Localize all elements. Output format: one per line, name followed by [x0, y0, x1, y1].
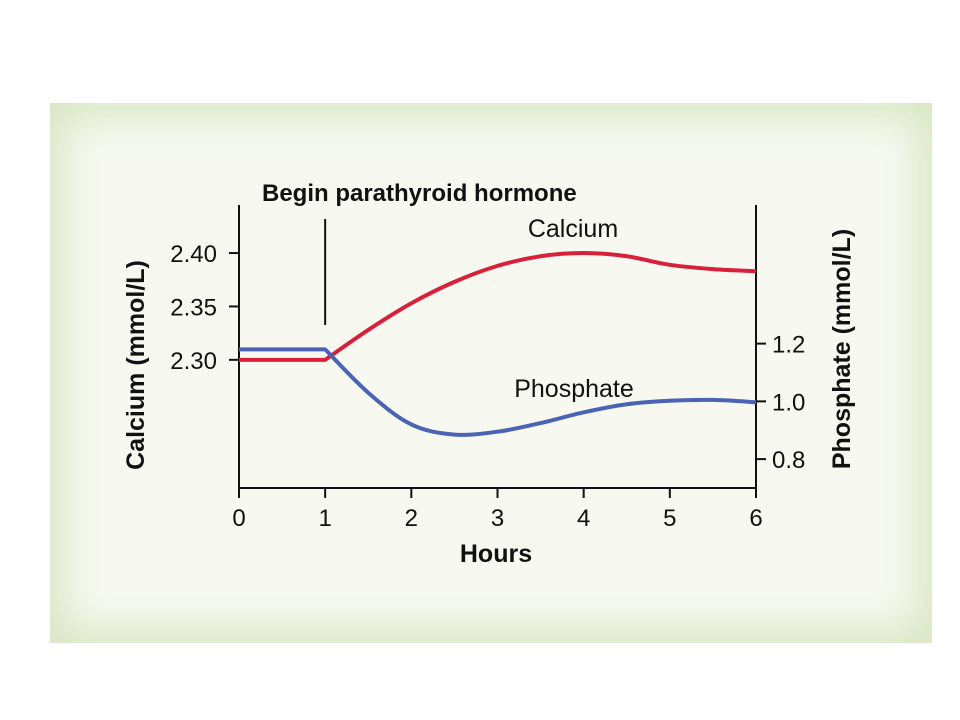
- x-tick-label: 5: [663, 505, 676, 532]
- annotation-label: Begin parathyroid hormone: [262, 180, 577, 207]
- series-label-calcium: Calcium: [528, 215, 618, 243]
- series-line-calcium: [239, 251, 757, 362]
- labels-layer: Begin parathyroid hormone Hours Calcium …: [122, 180, 856, 568]
- x-axis-label: Hours: [460, 540, 532, 568]
- y-axis-label-left: Calcium (mmol/L): [122, 260, 150, 470]
- x-tick-label: 6: [749, 505, 762, 532]
- x-tick-label: 2: [405, 505, 418, 532]
- y-right-tick-label: 0.8: [772, 447, 805, 474]
- series-layer: [239, 251, 757, 437]
- x-tick-label: 1: [318, 505, 331, 532]
- y-right-tick-label: 1.0: [772, 389, 805, 416]
- series-label-phosphate: Phosphate: [514, 375, 634, 403]
- line-chart: 0 1 2 3 4 5 6 2.40 2.35 2.30 1.2 1.0 0.8 Begin parat…: [122, 180, 856, 568]
- axes: 0 1 2 3 4 5 6 2.40 2.35 2.30 1.2 1.0 0.8: [170, 205, 805, 532]
- y-axis-label-right: Phosphate (mmol/L): [828, 229, 856, 469]
- y-right-tick-label: 1.2: [772, 332, 805, 359]
- y-left-tick-label: 2.35: [170, 294, 217, 321]
- y-left-tick-label: 2.40: [170, 241, 217, 268]
- x-tick-label: 0: [232, 505, 245, 532]
- x-tick-label: 3: [491, 505, 504, 532]
- series-line-phosphate: [239, 347, 757, 437]
- chart-frame: 0 1 2 3 4 5 6 2.40 2.35 2.30 1.2 1.0 0.8 Begin parat…: [50, 103, 932, 643]
- y-left-tick-label: 2.30: [170, 348, 217, 375]
- x-tick-label: 4: [577, 505, 590, 532]
